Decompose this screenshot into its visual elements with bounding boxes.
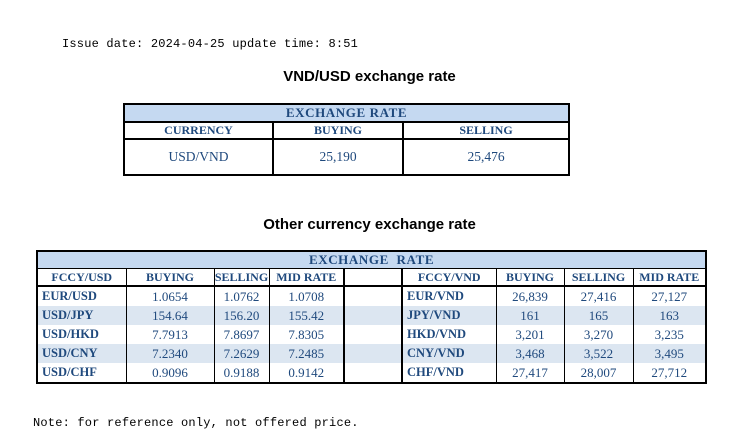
column-header-row: FCCY/USD BUYING SELLING MID RATE FCCY/VN…	[36, 268, 707, 287]
currency-pair-cell: EUR/VND	[401, 286, 497, 306]
selling-rate-cell: 7.8697	[213, 325, 270, 344]
buying-rate-cell: 26,839	[495, 286, 565, 306]
buying-rate-cell: 3,201	[495, 325, 565, 344]
separator-cell	[343, 344, 403, 363]
column-header-currency: CURRENCY	[123, 121, 274, 140]
buying-rate-cell: 0.9096	[125, 363, 215, 383]
column-header-midrate-usd: MID RATE	[268, 268, 345, 287]
selling-rate-cell: 0.9188	[213, 363, 270, 383]
mid-rate-cell: 7.2485	[268, 344, 345, 363]
table-row-chf: USD/CHF 0.9096 0.9188 0.9142 CHF/VND 27,…	[36, 363, 707, 383]
separator-cell	[343, 306, 403, 325]
buying-rate-cell: 7.2340	[125, 344, 215, 363]
buying-rate-cell: 161	[495, 306, 565, 325]
mid-rate-cell: 163	[632, 306, 707, 325]
selling-rate-cell: 165	[563, 306, 634, 325]
table-row: USD/VND 25,190 25,476	[123, 138, 570, 176]
currency-pair-cell: USD/JPY	[36, 306, 127, 325]
column-header-buying-usd: BUYING	[125, 268, 215, 287]
table-title-row: EXCHANGE RATE	[37, 251, 707, 269]
mid-rate-cell: 3,495	[632, 344, 707, 363]
currency-pair-cell: HKD/VND	[401, 325, 497, 344]
currency-pair-cell: USD/VND	[123, 138, 274, 176]
column-header-selling-vnd: SELLING	[563, 268, 634, 287]
other-currency-section-title: Other currency exchange rate	[263, 216, 476, 233]
buying-rate-cell: 1.0654	[125, 286, 215, 306]
column-header-midrate-vnd: MID RATE	[632, 268, 707, 287]
column-header-fccy-usd: FCCY/USD	[36, 268, 127, 287]
separator-cell	[343, 363, 403, 383]
mid-rate-cell: 27,127	[632, 286, 707, 306]
selling-rate-cell: 156.20	[213, 306, 270, 325]
column-header-fccy-vnd: FCCY/VND	[401, 268, 497, 287]
table-title: EXCHANGE RATE	[37, 251, 707, 269]
selling-rate-cell: 3,270	[563, 325, 634, 344]
separator-cell	[343, 268, 403, 287]
buying-rate-cell: 27,417	[495, 363, 565, 383]
currency-pair-cell: EUR/USD	[36, 286, 127, 306]
currency-pair-cell: CNY/VND	[401, 344, 497, 363]
selling-rate-cell: 3,522	[563, 344, 634, 363]
table-row-cny: USD/CNY 7.2340 7.2629 7.2485 CNY/VND 3,4…	[36, 344, 707, 363]
selling-rate-cell: 25,476	[402, 138, 570, 176]
currency-pair-cell: CHF/VND	[401, 363, 497, 383]
vnd-usd-section-title: VND/USD exchange rate	[283, 68, 456, 85]
note-text: Note: for reference only, not offered pr…	[33, 416, 359, 430]
mid-rate-cell: 1.0708	[268, 286, 345, 306]
mid-rate-cell: 7.8305	[268, 325, 345, 344]
table-title: EXCHANGE RATE	[124, 104, 569, 123]
mid-rate-cell: 27,712	[632, 363, 707, 383]
buying-rate-cell: 154.64	[125, 306, 215, 325]
buying-rate-cell: 7.7913	[125, 325, 215, 344]
mid-rate-cell: 155.42	[268, 306, 345, 325]
column-header-selling: SELLING	[402, 121, 570, 140]
selling-rate-cell: 28,007	[563, 363, 634, 383]
buying-rate-cell: 3,468	[495, 344, 565, 363]
issue-date-text: Issue date: 2024-04-25 update time: 8:51	[62, 37, 359, 51]
currency-pair-cell: USD/CHF	[36, 363, 127, 383]
column-header-selling-usd: SELLING	[213, 268, 270, 287]
selling-rate-cell: 7.2629	[213, 344, 270, 363]
separator-cell	[343, 286, 403, 306]
vnd-usd-rate-table: EXCHANGE RATE CURRENCY BUYING SELLING US…	[123, 103, 570, 176]
other-currency-rate-table: EXCHANGE RATE FCCY/USD BUYING SELLING MI…	[36, 250, 708, 384]
separator-cell	[343, 325, 403, 344]
column-header-row: CURRENCY BUYING SELLING	[123, 121, 570, 140]
mid-rate-cell: 0.9142	[268, 363, 345, 383]
currency-pair-cell: USD/CNY	[36, 344, 127, 363]
selling-rate-cell: 1.0762	[213, 286, 270, 306]
selling-rate-cell: 27,416	[563, 286, 634, 306]
currency-pair-cell: USD/HKD	[36, 325, 127, 344]
table-row-hkd: USD/HKD 7.7913 7.8697 7.8305 HKD/VND 3,2…	[36, 325, 707, 344]
table-title-row: EXCHANGE RATE	[124, 104, 569, 123]
buying-rate-cell: 25,190	[272, 138, 404, 176]
table-row-jpy: USD/JPY 154.64 156.20 155.42 JPY/VND 161…	[36, 306, 707, 325]
column-header-buying-vnd: BUYING	[495, 268, 565, 287]
table-row-eur: EUR/USD 1.0654 1.0762 1.0708 EUR/VND 26,…	[36, 286, 707, 306]
mid-rate-cell: 3,235	[632, 325, 707, 344]
currency-pair-cell: JPY/VND	[401, 306, 497, 325]
column-header-buying: BUYING	[272, 121, 404, 140]
